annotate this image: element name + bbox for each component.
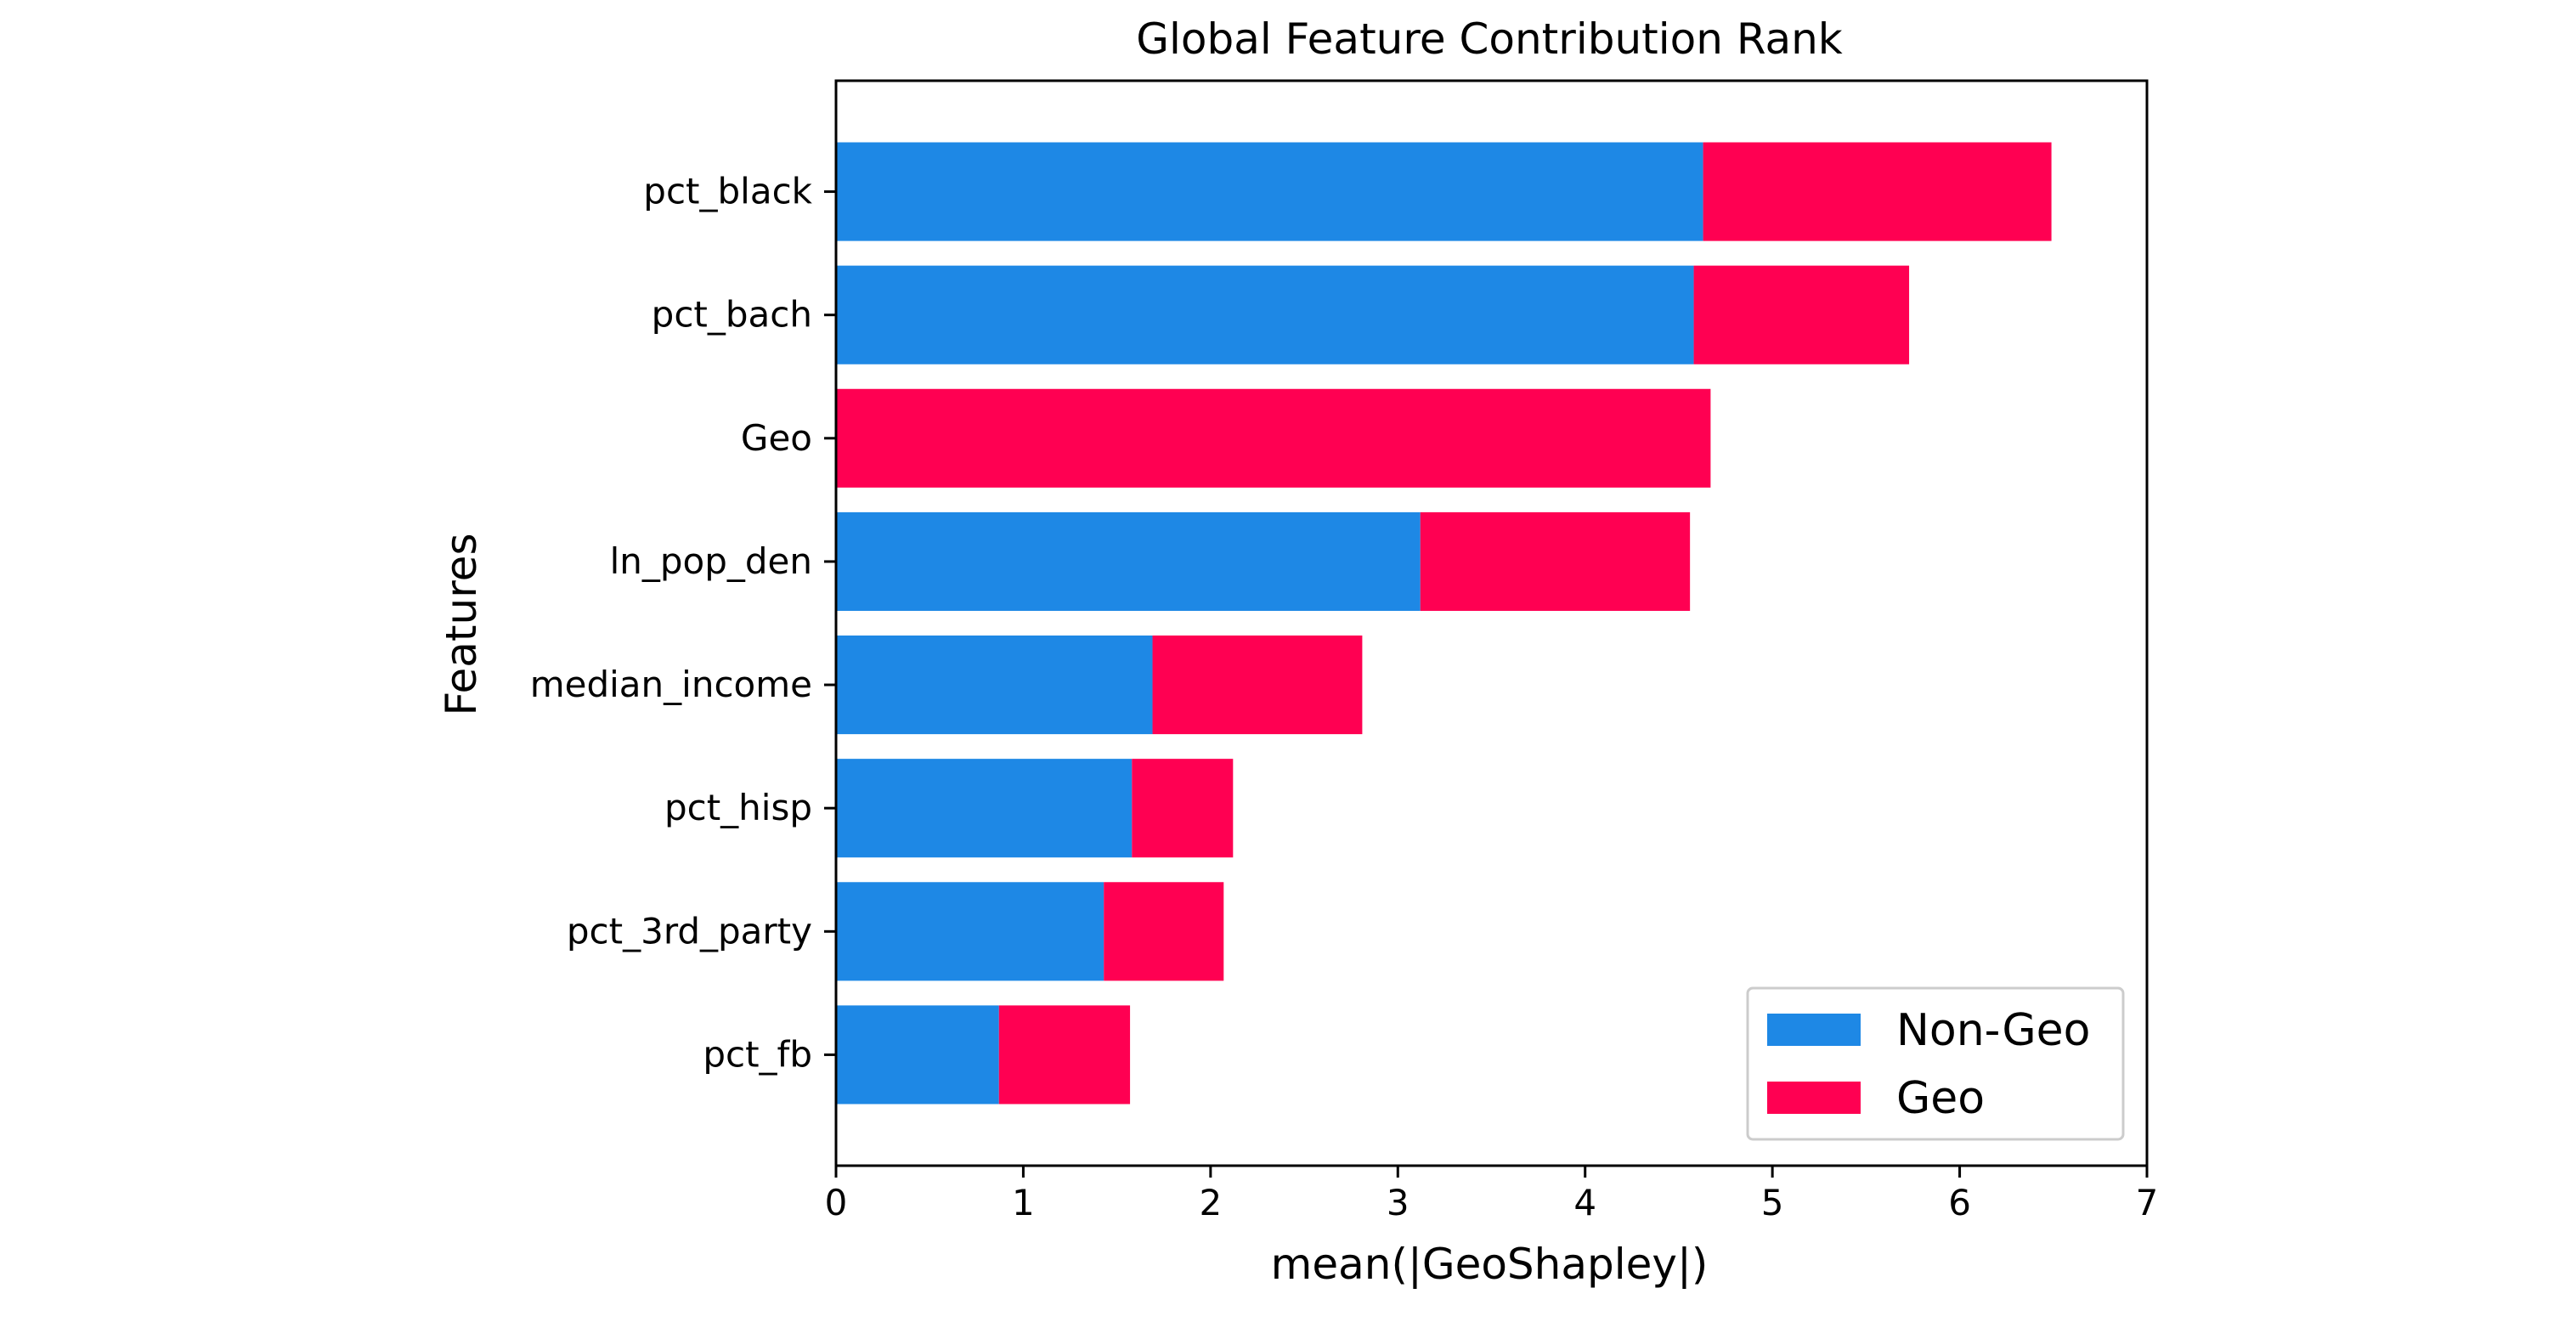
- x-tick-label-3: 3: [1387, 1182, 1409, 1223]
- x-tick-label-7: 7: [2136, 1182, 2159, 1223]
- bar-geo-geo: [836, 388, 1711, 488]
- x-tick-label-4: 4: [1573, 1182, 1596, 1223]
- bar-ln-pop-den-geo: [1420, 511, 1691, 611]
- bar-pct-fb-non-geo: [836, 1005, 999, 1105]
- y-tick-label-geo: Geo: [741, 417, 812, 459]
- y-tick-label-pct-fb: pct_fb: [703, 1033, 812, 1075]
- legend-label-geo: Geo: [1896, 1073, 1985, 1124]
- bar-pct-hisp-geo: [1132, 759, 1234, 858]
- x-tick-label-5: 5: [1761, 1182, 1784, 1223]
- x-axis-ticks: 0 1 2 3 4 5 6 7: [825, 1166, 2159, 1223]
- x-tick-label-2: 2: [1199, 1182, 1222, 1223]
- y-tick-label-pct-hisp: pct_hisp: [664, 787, 812, 828]
- legend-label-non-geo: Non-Geo: [1896, 1005, 2090, 1056]
- bars-layer: [836, 142, 2052, 1105]
- x-axis-title: mean(|GeoShapley|): [1271, 1240, 1709, 1289]
- x-tick-label-0: 0: [825, 1182, 848, 1223]
- legend-swatch-non-geo: [1767, 1014, 1861, 1046]
- bar-pct-black-geo: [1703, 142, 2052, 241]
- bar-ln-pop-den-non-geo: [836, 511, 1421, 611]
- bar-median-income-non-geo: [836, 636, 1153, 735]
- bar-pct-3rd-party-non-geo: [836, 882, 1104, 981]
- bar-pct-fb-geo: [998, 1005, 1131, 1105]
- bar-median-income-geo: [1152, 636, 1363, 735]
- y-tick-label-pct-bach: pct_bach: [652, 294, 812, 336]
- y-tick-label-pct-black: pct_black: [643, 171, 812, 212]
- bar-pct-bach-geo: [1693, 265, 1910, 364]
- y-tick-label-median-income: median_income: [530, 664, 812, 705]
- plot-frame: [834, 79, 2149, 1167]
- x-tick-label-1: 1: [1012, 1182, 1035, 1223]
- bar-pct-3rd-party-geo: [1104, 882, 1224, 981]
- legend-swatch-geo: [1767, 1082, 1861, 1114]
- y-tick-label-pct-3rd-party: pct_3rd_party: [567, 910, 812, 952]
- bar-pct-hisp-non-geo: [836, 759, 1133, 858]
- y-axis-title: Features: [437, 534, 486, 716]
- y-axis-ticks: pct_black pct_bach Geo ln_pop_den median_inc…: [530, 171, 836, 1075]
- x-tick-label-6: 6: [1948, 1182, 1971, 1223]
- bar-pct-black-non-geo: [836, 142, 1703, 241]
- legend: Non-Geo Geo: [1746, 986, 2125, 1141]
- chart-title: Global Feature Contribution Rank: [1136, 14, 1843, 64]
- y-tick-label-ln-pop-den: ln_pop_den: [610, 540, 812, 582]
- bar-pct-bach-non-geo: [836, 265, 1694, 364]
